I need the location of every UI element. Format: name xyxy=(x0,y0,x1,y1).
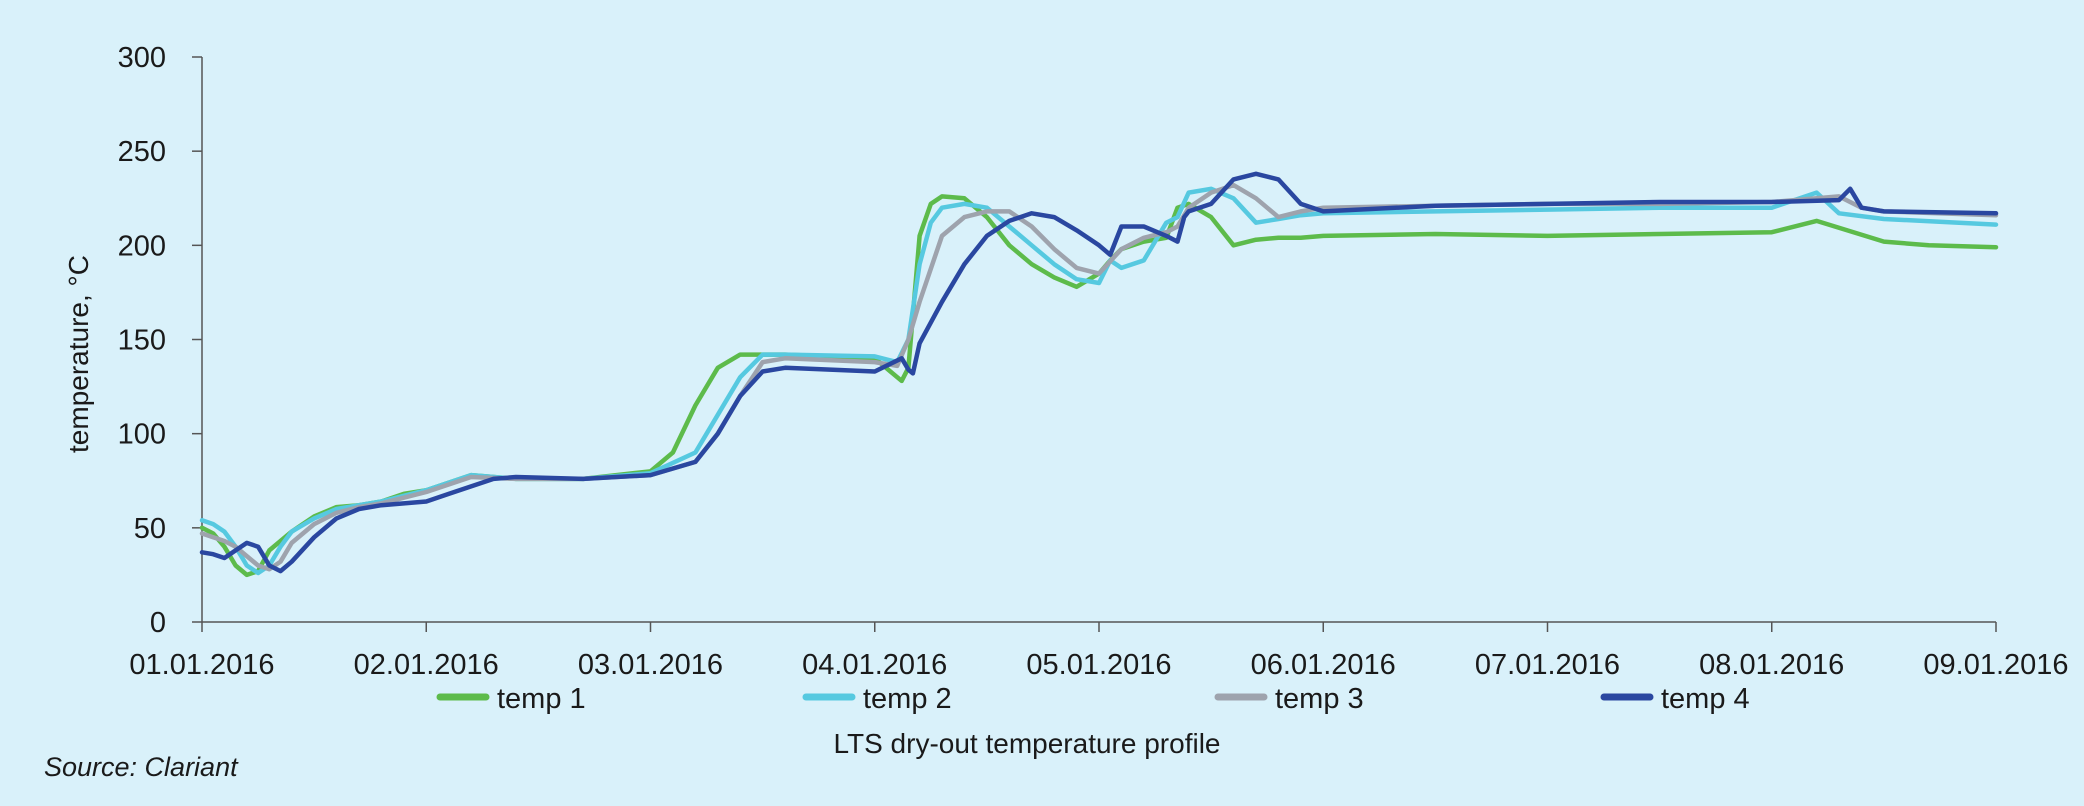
y-tick-label: 300 xyxy=(118,42,166,74)
chart-caption: LTS dry-out temperature profile xyxy=(834,728,1221,759)
series-line-temp-3 xyxy=(199,182,1999,572)
source-note: Source: Clariant xyxy=(44,752,239,782)
series-line-temp-1 xyxy=(199,194,1999,578)
y-tick-label: 200 xyxy=(118,230,166,262)
x-tick-label: 02.01.2016 xyxy=(354,649,499,681)
x-tick-label: 06.01.2016 xyxy=(1251,649,1396,681)
legend-item: temp 2 xyxy=(802,683,952,715)
y-axis-title: temperature, °C xyxy=(63,255,94,453)
y-tick-label: 150 xyxy=(118,325,166,357)
legend-label: temp 4 xyxy=(1661,683,1750,715)
y-tick-label: 50 xyxy=(134,513,166,545)
x-tick-label: 04.01.2016 xyxy=(802,649,947,681)
legend-item: temp 1 xyxy=(436,683,586,715)
x-tick-label: 03.01.2016 xyxy=(578,649,723,681)
series-layer xyxy=(199,171,1999,578)
y-tick-label: 100 xyxy=(118,419,166,451)
legend: temp 1 temp 2 temp 3 temp 4 xyxy=(436,683,1750,715)
series-line-temp-2 xyxy=(199,186,1999,576)
x-tick-label: 05.01.2016 xyxy=(1026,649,1171,681)
x-tick-label: 01.01.2016 xyxy=(129,649,274,681)
x-tick-label: 07.01.2016 xyxy=(1475,649,1620,681)
y-tick-label: 0 xyxy=(150,607,166,639)
y-tick-label: 250 xyxy=(118,136,166,168)
axes: 0 50 100 150 200 250 300 01.01.2016 02.01.2016 03… xyxy=(118,42,2069,681)
x-tick-label: 09.01.2016 xyxy=(1923,649,2068,681)
series-line-temp-4 xyxy=(199,171,1999,574)
x-tick-label: 08.01.2016 xyxy=(1699,649,1844,681)
legend-label: temp 2 xyxy=(863,683,952,715)
legend-item: temp 3 xyxy=(1214,683,1364,715)
legend-item: temp 4 xyxy=(1600,683,1750,715)
legend-label: temp 3 xyxy=(1275,683,1364,715)
legend-label: temp 1 xyxy=(497,683,586,715)
